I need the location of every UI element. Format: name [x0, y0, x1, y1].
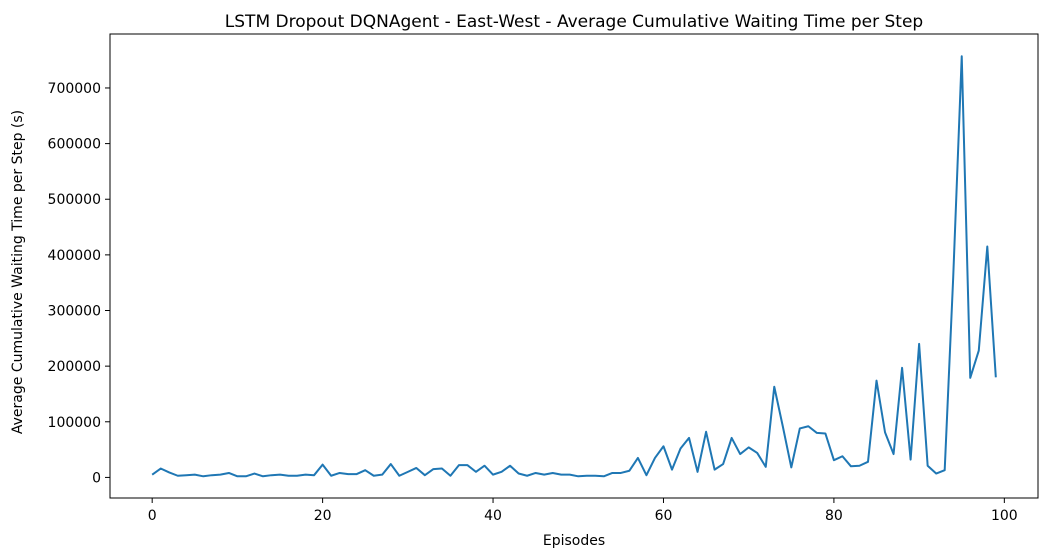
y-axis-label: Average Cumulative Waiting Time per Step… [10, 110, 26, 434]
plot-area [151, 55, 997, 478]
y-axis-ticks: 0 100000 200000 300000 400000 500000 600000 700… [48, 81, 110, 486]
data-points [152, 56, 996, 477]
plot-frame [109, 33, 1039, 499]
x-axis-ticks: 0 20 40 60 80 100 [148, 498, 1018, 524]
x-tick-label: 80 [825, 508, 843, 524]
series-line [151, 55, 997, 478]
x-tick-label: 100 [991, 508, 1018, 524]
x-tick-label: 40 [484, 508, 502, 524]
x-tick-label: 60 [655, 508, 673, 524]
x-axis-label: Episodes [543, 533, 605, 549]
x-tick-label: 0 [148, 508, 157, 524]
y-tick-label: 300000 [48, 304, 101, 320]
y-tick-label: 500000 [48, 192, 101, 208]
x-tick-label: 20 [314, 508, 332, 524]
y-tick-label: 600000 [48, 137, 101, 153]
y-tick-label: 400000 [48, 248, 101, 264]
y-tick-label: 0 [92, 470, 101, 486]
chart-title: LSTM Dropout DQNAgent - East-West - Aver… [225, 12, 923, 32]
y-tick-label: 100000 [48, 415, 101, 431]
y-tick-label: 700000 [48, 81, 101, 97]
y-tick-label: 200000 [48, 359, 101, 375]
